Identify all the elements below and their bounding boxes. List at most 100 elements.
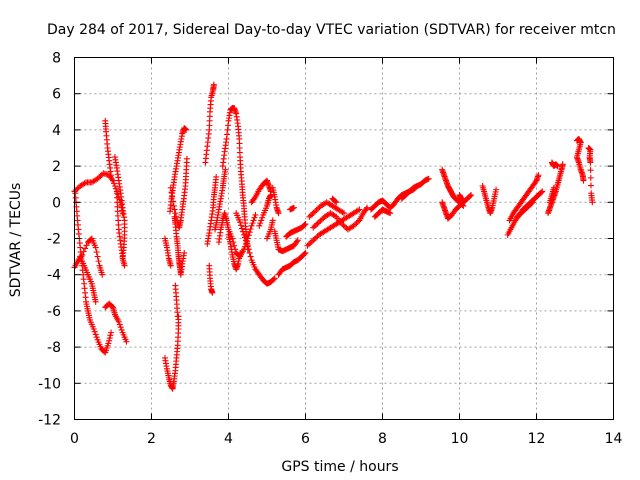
data-point [302, 221, 309, 228]
data-point [535, 172, 542, 179]
data-point [239, 228, 246, 235]
data-point [539, 188, 546, 195]
data-point [353, 220, 360, 227]
y-tick-label: 4 [52, 123, 61, 139]
data-point [170, 198, 177, 205]
data-point [117, 324, 124, 331]
data-point [114, 191, 121, 198]
data-point [183, 126, 190, 133]
data-point [310, 224, 317, 231]
data-point [318, 216, 325, 223]
data-point [119, 253, 126, 260]
data-point [259, 214, 266, 221]
data-point [237, 219, 244, 226]
x-tick-label: 12 [528, 431, 546, 447]
data-point [550, 184, 557, 191]
data-point [222, 166, 229, 173]
data-point [580, 177, 587, 184]
data-point [333, 199, 340, 206]
data-point [293, 238, 300, 245]
data-point [251, 214, 258, 221]
x-tick-label: 6 [301, 431, 310, 447]
data-point [121, 262, 128, 269]
data-point [168, 189, 175, 196]
data-point [242, 237, 249, 244]
data-point [587, 174, 594, 181]
data-point [240, 231, 247, 238]
data-point [118, 326, 125, 333]
data-point [352, 221, 359, 228]
data-point [244, 242, 251, 249]
data-point [270, 276, 277, 283]
data-point [313, 234, 320, 241]
data-point [304, 242, 311, 249]
data-point [237, 249, 244, 256]
data-point [312, 208, 319, 215]
data-point [116, 321, 123, 328]
data-point [315, 219, 322, 226]
x-tick-label: 2 [147, 431, 156, 447]
data-point [341, 223, 348, 230]
data-point [106, 335, 113, 342]
data-point [90, 326, 97, 332]
y-tick-label: -8 [47, 340, 61, 356]
data-point [251, 195, 258, 202]
data-point [301, 250, 308, 257]
data-point [250, 217, 257, 224]
y-tick-label: 6 [52, 87, 61, 103]
data-point [340, 222, 347, 229]
data-point [91, 328, 98, 335]
data-point [269, 217, 276, 224]
data-point [99, 271, 106, 278]
data-point [310, 209, 317, 216]
data-point [302, 249, 309, 256]
data-point [115, 318, 122, 325]
y-tick-label: -12 [38, 413, 61, 429]
y-tick-label: 2 [52, 159, 61, 175]
data-point [467, 192, 474, 199]
grid-layer [74, 57, 614, 420]
data-point [310, 237, 317, 244]
data-point [271, 275, 278, 282]
data-point [493, 186, 500, 193]
data-point [306, 213, 313, 220]
data-point [339, 209, 346, 216]
data-point [538, 189, 545, 196]
data-point [311, 223, 318, 230]
data-point [364, 204, 371, 211]
data-point [332, 198, 339, 205]
data-point [425, 175, 432, 182]
data-point [93, 334, 100, 341]
data-point [245, 246, 252, 253]
data-point [354, 218, 361, 225]
data-point [356, 206, 363, 213]
data-point [74, 185, 81, 192]
data-point [252, 211, 259, 218]
chart-title: Day 284 of 2017, Sidereal Day-to-day VTE… [47, 22, 616, 38]
data-point [94, 253, 101, 260]
data-point [238, 222, 245, 229]
data-point [171, 206, 178, 213]
data-point [258, 217, 265, 224]
data-point [387, 210, 394, 217]
data-point [309, 211, 316, 218]
data-point [109, 303, 116, 310]
data-point [170, 202, 177, 209]
data-point [559, 161, 566, 168]
y-tick-label: -2 [47, 232, 61, 248]
data-point [247, 253, 254, 260]
data-point [110, 177, 116, 184]
data-point [313, 221, 320, 228]
data-point [241, 234, 248, 241]
data-point [414, 183, 421, 190]
data-point [305, 241, 312, 248]
data-point [95, 258, 102, 265]
data-point [249, 220, 256, 227]
data-point [294, 237, 301, 244]
data-point [341, 210, 347, 217]
data-point [106, 337, 113, 344]
data-point [554, 163, 561, 170]
data-point [307, 240, 314, 247]
data-point [94, 175, 101, 182]
